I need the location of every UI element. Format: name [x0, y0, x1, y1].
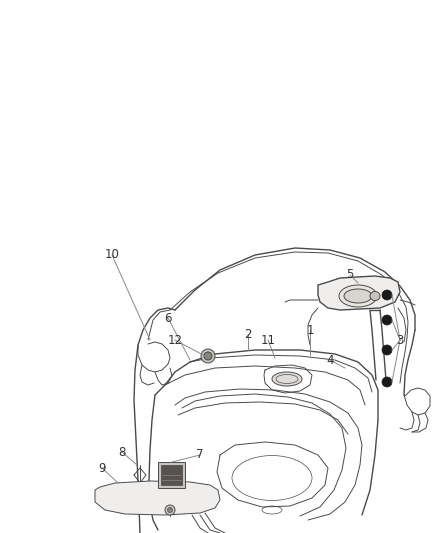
- Text: 6: 6: [164, 311, 172, 325]
- Circle shape: [382, 345, 392, 355]
- Polygon shape: [161, 465, 182, 485]
- Text: 4: 4: [326, 353, 334, 367]
- Circle shape: [382, 377, 392, 387]
- Text: 10: 10: [105, 248, 120, 262]
- Text: 5: 5: [346, 269, 354, 281]
- Ellipse shape: [344, 289, 372, 303]
- Text: 7: 7: [196, 448, 204, 462]
- Polygon shape: [95, 481, 220, 515]
- Ellipse shape: [339, 285, 377, 307]
- Circle shape: [165, 505, 175, 515]
- Text: 8: 8: [118, 446, 126, 458]
- Ellipse shape: [272, 372, 302, 386]
- Polygon shape: [318, 276, 400, 310]
- Text: 11: 11: [261, 334, 276, 346]
- Text: 12: 12: [167, 334, 183, 346]
- Ellipse shape: [370, 292, 380, 301]
- Text: 1: 1: [306, 324, 314, 336]
- Circle shape: [382, 290, 392, 300]
- Polygon shape: [158, 462, 185, 488]
- Text: 2: 2: [244, 328, 252, 342]
- Circle shape: [382, 315, 392, 325]
- Circle shape: [204, 352, 212, 360]
- Circle shape: [201, 349, 215, 363]
- Text: 3: 3: [396, 334, 404, 346]
- Text: 9: 9: [98, 462, 106, 474]
- Circle shape: [167, 507, 173, 513]
